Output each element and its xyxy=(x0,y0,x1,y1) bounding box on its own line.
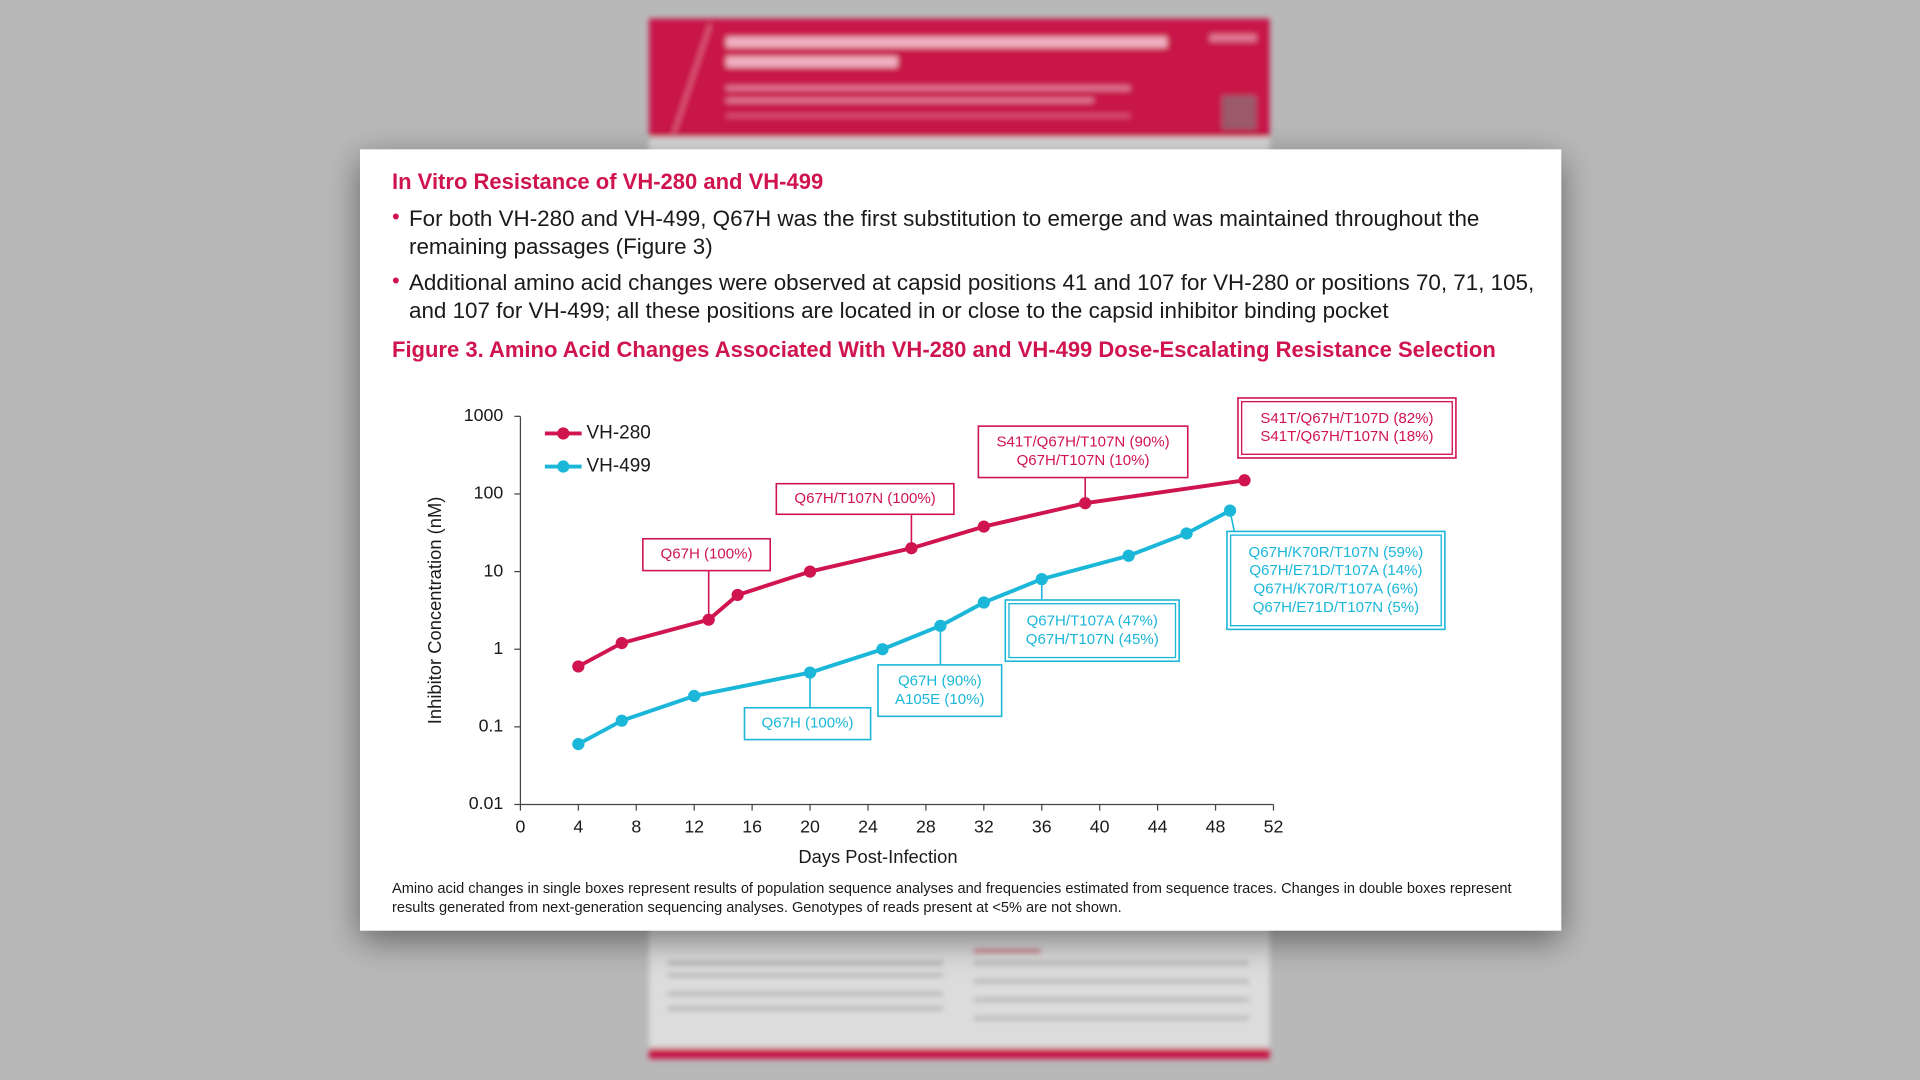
legend-label: VH-280 xyxy=(587,422,651,443)
annotation-text: Q67H/T107N (45%) xyxy=(1026,631,1159,648)
annotation-text: Q67H/E71D/T107A (14%) xyxy=(1249,562,1422,579)
annotation-text: Q67H/K70R/T107A (6%) xyxy=(1254,581,1419,598)
annotation-box xyxy=(877,664,1003,718)
annotation-text: Q67H (100%) xyxy=(762,715,854,732)
figure-title: Figure 3. Amino Acid Changes Associated … xyxy=(392,337,1496,362)
data-point xyxy=(572,737,585,751)
data-point xyxy=(615,714,628,727)
data-point xyxy=(1223,504,1237,517)
annotation-inner-box xyxy=(1229,534,1442,627)
x-tick-label: 28 xyxy=(916,816,936,836)
y-tick-label: 1 xyxy=(493,638,503,658)
annotation-box xyxy=(743,706,872,741)
legend-marker xyxy=(557,460,570,473)
data-point xyxy=(1180,527,1193,540)
y-tick-label: 10 xyxy=(484,560,504,580)
annotation-text: Q67H/K70R/T107N (59%) xyxy=(1249,544,1424,561)
annotation-text: Q67H (90%) xyxy=(898,672,982,689)
annotation-inner-box xyxy=(1008,603,1177,659)
x-tick-label: 8 xyxy=(631,816,641,836)
x-axis-label: Days Post-Infection xyxy=(798,846,957,867)
section-title: In Vitro Resistance of VH-280 and VH-499 xyxy=(392,169,824,194)
annotation-box xyxy=(642,537,771,572)
annotation-text: Q67H/E71D/T107N (5%) xyxy=(1253,599,1419,616)
data-point xyxy=(803,666,817,679)
data-point xyxy=(688,689,701,703)
data-point xyxy=(615,636,628,650)
x-tick-label: 52 xyxy=(1264,816,1284,836)
annotation-text: S41T/Q67H/T107D (82%) xyxy=(1260,410,1433,427)
data-point xyxy=(1238,474,1251,487)
x-tick-label: 0 xyxy=(515,816,525,836)
annotation-text: S41T/Q67H/T107N (90%) xyxy=(996,434,1169,451)
annotation-box xyxy=(1004,599,1180,663)
annotation-text: Q67H (100%) xyxy=(661,546,753,563)
y-tick-label: 1000 xyxy=(464,405,504,425)
annotation-text: Q67H/T107A (47%) xyxy=(1027,612,1158,629)
x-tick-label: 20 xyxy=(800,816,820,836)
data-point xyxy=(905,542,918,555)
bullet: • Additional amino acid changes were obse… xyxy=(392,268,1535,324)
x-tick-label: 48 xyxy=(1206,816,1226,836)
bullet-text: Additional amino acid changes were obser… xyxy=(409,270,1535,324)
data-point xyxy=(803,565,817,578)
data-point xyxy=(1035,572,1048,586)
bullet: • For both VH-280 and VH-499, Q67H was th… xyxy=(392,204,1480,260)
y-tick-label: 0.01 xyxy=(469,793,504,813)
bullet-text: For both VH-280 and VH-499, Q67H was the… xyxy=(409,206,1480,260)
x-tick-label: 4 xyxy=(573,816,583,836)
x-tick-label: 12 xyxy=(684,816,704,836)
x-tick-label: 36 xyxy=(1032,816,1052,836)
y-tick-label: 0.1 xyxy=(479,716,504,736)
data-point xyxy=(572,660,585,673)
data-point xyxy=(934,619,947,632)
annotation-box xyxy=(1237,397,1457,459)
annotation-text: Q67H/T107N (10%) xyxy=(1017,452,1150,469)
y-axis-label: Inhibitor Concentration (nM) xyxy=(424,497,445,725)
x-tick-label: 44 xyxy=(1148,816,1168,836)
data-point xyxy=(1079,497,1092,510)
annotation-text: Q67H/T107N (100%) xyxy=(794,490,935,507)
figure-caption: Amino acid changes in single boxes repre… xyxy=(392,881,1512,916)
y-tick-label: 100 xyxy=(474,483,504,503)
annotation-box xyxy=(1226,530,1446,631)
x-tick-label: 16 xyxy=(742,816,762,836)
data-point xyxy=(876,643,889,656)
annotation-box xyxy=(775,482,955,516)
data-point xyxy=(702,613,715,626)
annotation-box xyxy=(977,425,1189,479)
data-point xyxy=(977,596,990,609)
annotation-text: S41T/Q67H/T107N (18%) xyxy=(1260,428,1433,445)
x-tick-label: 40 xyxy=(1090,816,1110,836)
annotation-inner-box xyxy=(1240,400,1453,455)
x-tick-label: 32 xyxy=(974,816,994,836)
data-point xyxy=(977,520,990,533)
annotation-text: A105E (10%) xyxy=(895,691,985,708)
data-point xyxy=(1122,549,1135,562)
data-point xyxy=(731,588,744,602)
legend-marker xyxy=(557,427,570,440)
x-tick-label: 24 xyxy=(858,816,878,836)
legend-label: VH-499 xyxy=(587,456,651,477)
